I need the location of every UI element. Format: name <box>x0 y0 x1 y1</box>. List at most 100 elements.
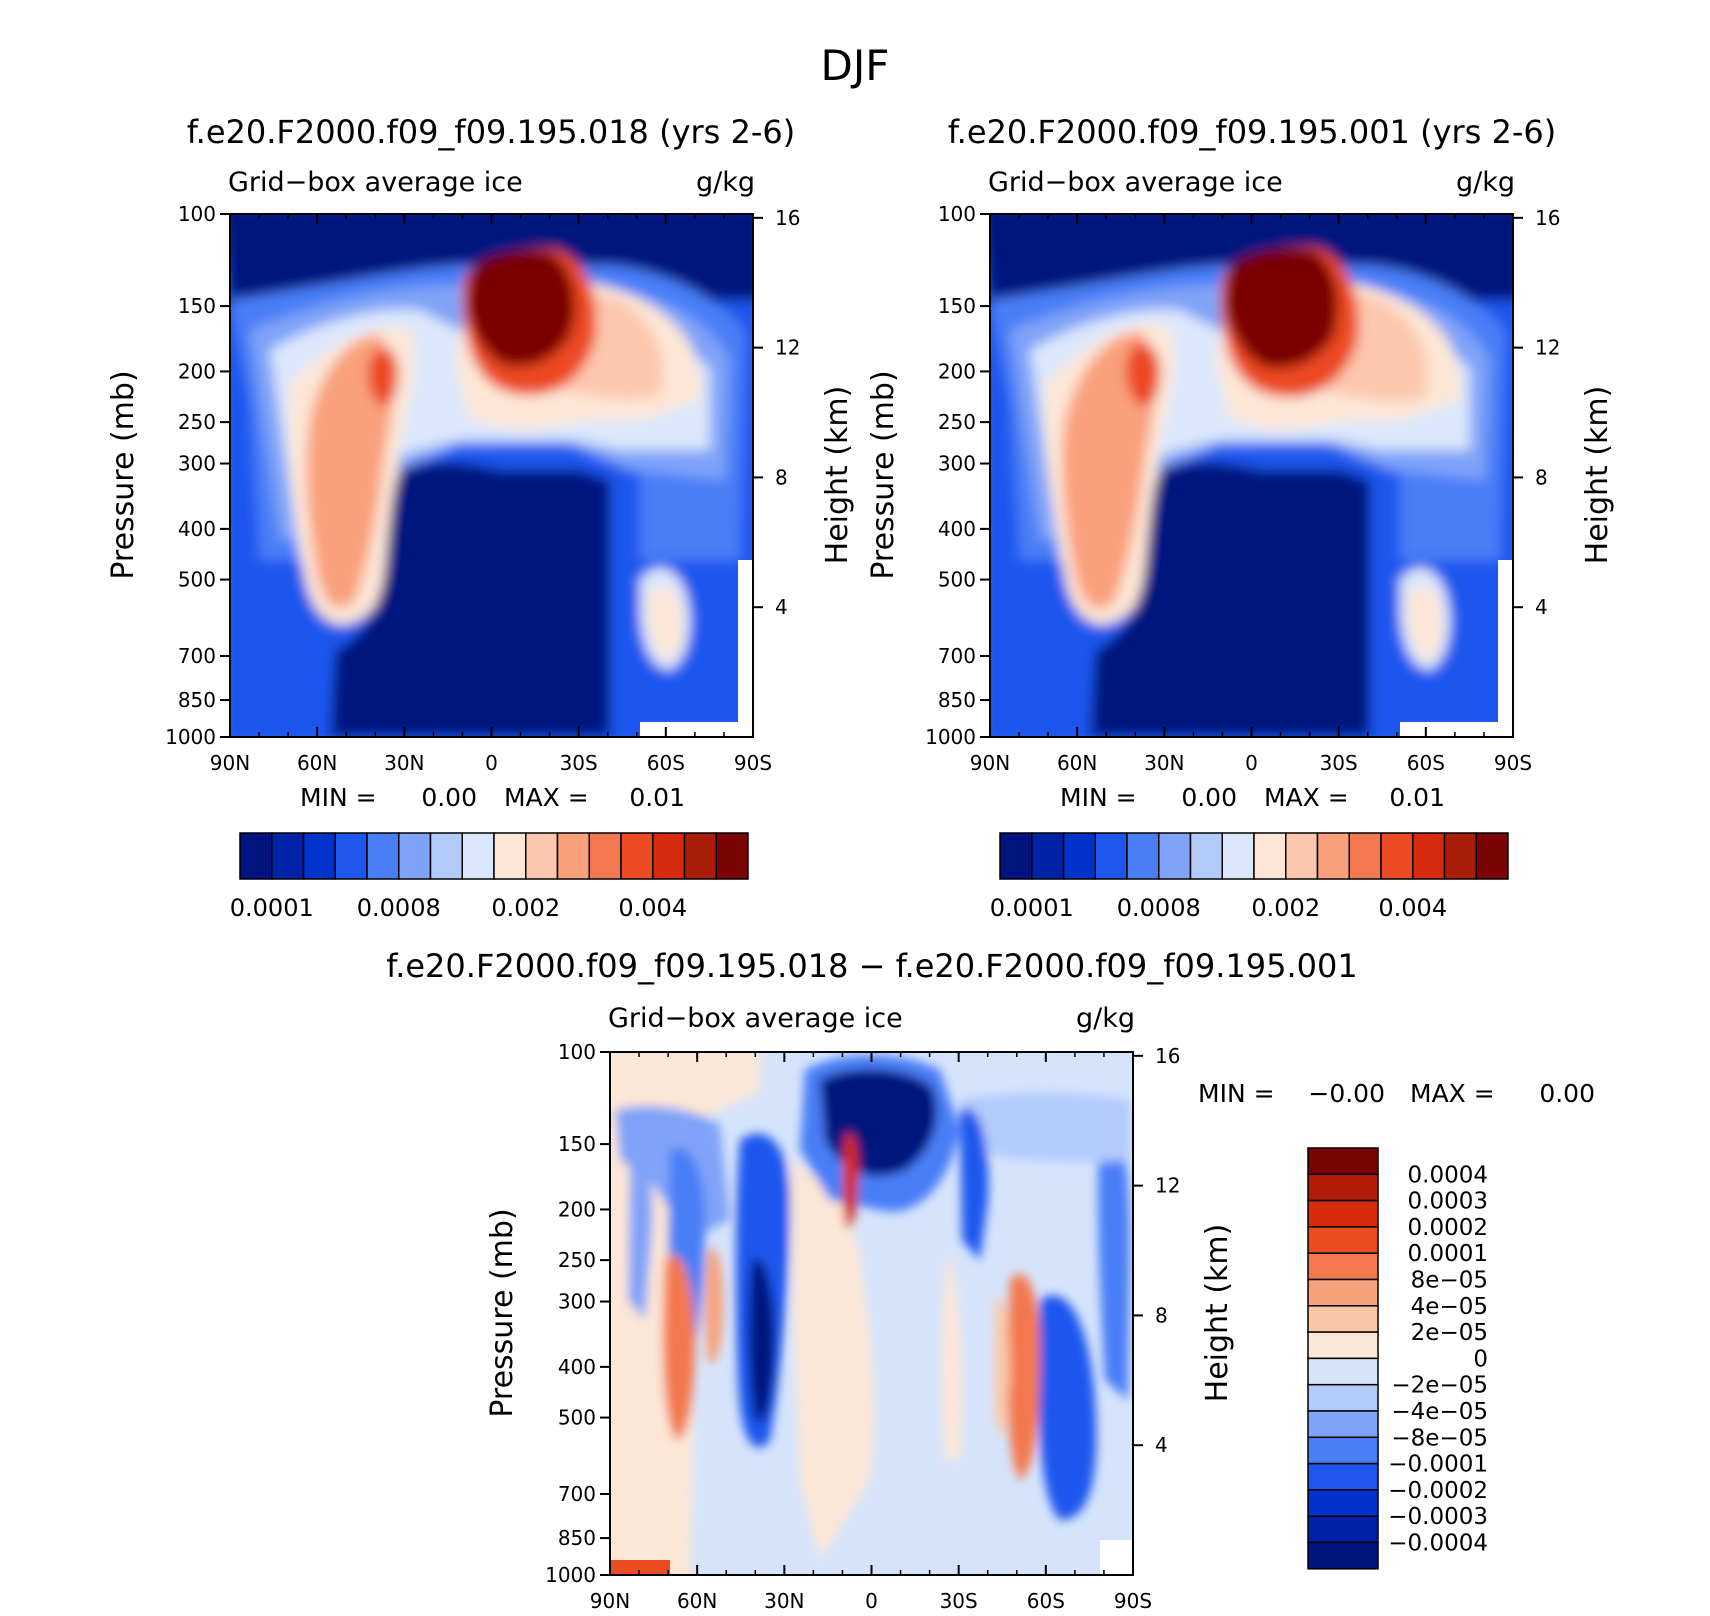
contour-salmon-lobe <box>306 335 392 608</box>
colorbar-swatch <box>1307 1278 1379 1307</box>
colorbar-swatch <box>271 832 305 880</box>
colorbar-swatch <box>1307 1357 1379 1386</box>
y-tick-label: 1000 <box>165 725 216 749</box>
colorbar-label: 0 <box>1473 1346 1488 1372</box>
colorbar-swatch <box>1221 832 1255 880</box>
missing-data-mask-low <box>640 722 753 737</box>
y-tick-label: 300 <box>938 452 976 476</box>
colorbar-swatch <box>1307 1515 1379 1544</box>
x-tick-label: 90N <box>590 1589 630 1613</box>
y-tick-label: 850 <box>938 688 976 712</box>
y-tick-label: 250 <box>938 410 976 434</box>
y-axis-ticks: 100 150 200 250 300 400 500 700 850 1000 <box>925 202 990 749</box>
colorbar-swatch <box>334 832 368 880</box>
x-tick-label: 0 <box>1245 751 1258 775</box>
missing-data-mask <box>738 560 753 737</box>
colorbar-swatch <box>1031 832 1065 880</box>
colorbar: 0.00040.00030.00020.00018e−054e−052e−050… <box>1307 1147 1488 1570</box>
colorbar-swatch <box>493 832 527 880</box>
y-tick-label: 1000 <box>545 1563 596 1587</box>
contour-surface-dark <box>330 462 610 737</box>
stats-min-label: MIN = <box>1060 783 1137 812</box>
x-axis-ticks: 90N 60N 30N 0 30S 60S 90S <box>590 1052 1152 1613</box>
colorbar-swatch <box>1062 832 1096 880</box>
colorbar-label: 0.0008 <box>1117 894 1201 922</box>
colorbar-swatch <box>1380 832 1414 880</box>
colorbar-swatch <box>239 832 273 880</box>
panel-subtitle-right: g/kg <box>696 167 755 198</box>
x-axis-ticks: 90N 60N 30N 0 30S 60S 90S <box>970 214 1532 775</box>
colorbar-swatch <box>588 832 622 880</box>
colorbar-label: 0.0001 <box>990 894 1074 922</box>
x-tick-label: 60S <box>1027 1589 1065 1613</box>
x-tick-label: 30N <box>764 1589 804 1613</box>
y-tick-label: 200 <box>938 359 976 383</box>
x-tick-label: 30S <box>940 1589 978 1613</box>
y-tick-label: 700 <box>178 644 216 668</box>
stats-min-value: 0.00 <box>421 783 477 812</box>
y-right-tick-label: 4 <box>1155 1433 1168 1457</box>
x-tick-label: 90N <box>210 751 250 775</box>
stats-min-label: MIN = <box>300 783 377 812</box>
y-tick-label: 400 <box>938 517 976 541</box>
colorbar-label: −8e−05 <box>1391 1425 1488 1451</box>
colorbar-label: 0.0008 <box>357 894 441 922</box>
y-right-tick-label: 4 <box>775 595 788 619</box>
stats-line: MIN = 0.00 MAX = 0.01 <box>300 783 685 812</box>
colorbar-swatch <box>1126 832 1160 880</box>
panel-title: f.e20.F2000.f09_f09.195.001 (yrs 2-6) <box>948 113 1557 151</box>
colorbar-label: 8e−05 <box>1411 1268 1488 1294</box>
stats-max-value: 0.00 <box>1539 1079 1595 1108</box>
y-tick-label: 100 <box>178 202 216 226</box>
contour-blue-strip-2 <box>960 1108 989 1260</box>
y-tick-label: 200 <box>558 1197 596 1221</box>
contour-orange-core <box>1126 342 1160 406</box>
contour-orange-east <box>1007 1273 1040 1480</box>
colorbar-swatch <box>1475 832 1509 880</box>
colorbar-label: 0.002 <box>491 894 560 922</box>
x-tick-label: 30S <box>1320 751 1358 775</box>
y-tick-label: 400 <box>178 517 216 541</box>
contour-orange-west-2 <box>705 1248 724 1364</box>
y-right-tick-label: 8 <box>1535 465 1548 489</box>
colorbar-swatch <box>1189 832 1223 880</box>
missing-data-mask-low <box>1400 722 1513 737</box>
contour-orange-core <box>368 347 398 406</box>
difference-contour-field <box>610 1052 1133 1575</box>
contour-cream-strip-1 <box>941 1250 962 1460</box>
colorbar-label: 0.004 <box>618 894 687 922</box>
colorbar: 0.0001 0.0008 0.002 0.004 <box>990 832 1509 922</box>
colorbar-label: −0.0004 <box>1388 1531 1488 1557</box>
missing-data-mask <box>1498 560 1513 737</box>
stats-min-label: MIN = <box>1198 1079 1275 1108</box>
ice-contour-field <box>990 214 1513 737</box>
y-right-tick-label: 8 <box>775 465 788 489</box>
panel-subtitle-right: g/kg <box>1456 167 1515 198</box>
y-axis-label-right: Height (km) <box>820 386 855 565</box>
x-tick-label: 30S <box>560 751 598 775</box>
colorbar-swatch <box>1412 832 1446 880</box>
colorbar-swatch <box>620 832 654 880</box>
colorbar-swatch <box>398 832 432 880</box>
colorbar-swatch <box>652 832 686 880</box>
y-right-tick-label: 16 <box>1535 206 1560 230</box>
panel-difference: f.e20.F2000.f09_f09.195.018 − f.e20.F200… <box>386 947 1595 1613</box>
x-tick-label: 60N <box>297 751 337 775</box>
y-right-tick-label: 12 <box>1155 1174 1180 1198</box>
panel-title: f.e20.F2000.f09_f09.195.018 − f.e20.F200… <box>386 947 1358 985</box>
panel-run-001: f.e20.F2000.f09_f09.195.001 (yrs 2-6) Gr… <box>866 113 1615 922</box>
colorbar-swatch <box>1307 1305 1379 1333</box>
colorbar-label: 2e−05 <box>1411 1320 1488 1346</box>
y-tick-label: 300 <box>558 1290 596 1314</box>
stats-min-value: −0.00 <box>1308 1079 1385 1108</box>
contour-blue-band-mid <box>960 1092 1130 1162</box>
y-right-tick-label: 16 <box>1155 1044 1180 1068</box>
y-tick-label: 700 <box>558 1482 596 1506</box>
x-tick-label: 60S <box>1407 751 1445 775</box>
panel-subtitle-right: g/kg <box>1076 1003 1135 1034</box>
x-tick-label: 90S <box>1114 1589 1152 1613</box>
contour-cream-center <box>790 1160 875 1560</box>
x-tick-label: 30N <box>1144 751 1184 775</box>
contour-southern-blob <box>1408 586 1442 660</box>
